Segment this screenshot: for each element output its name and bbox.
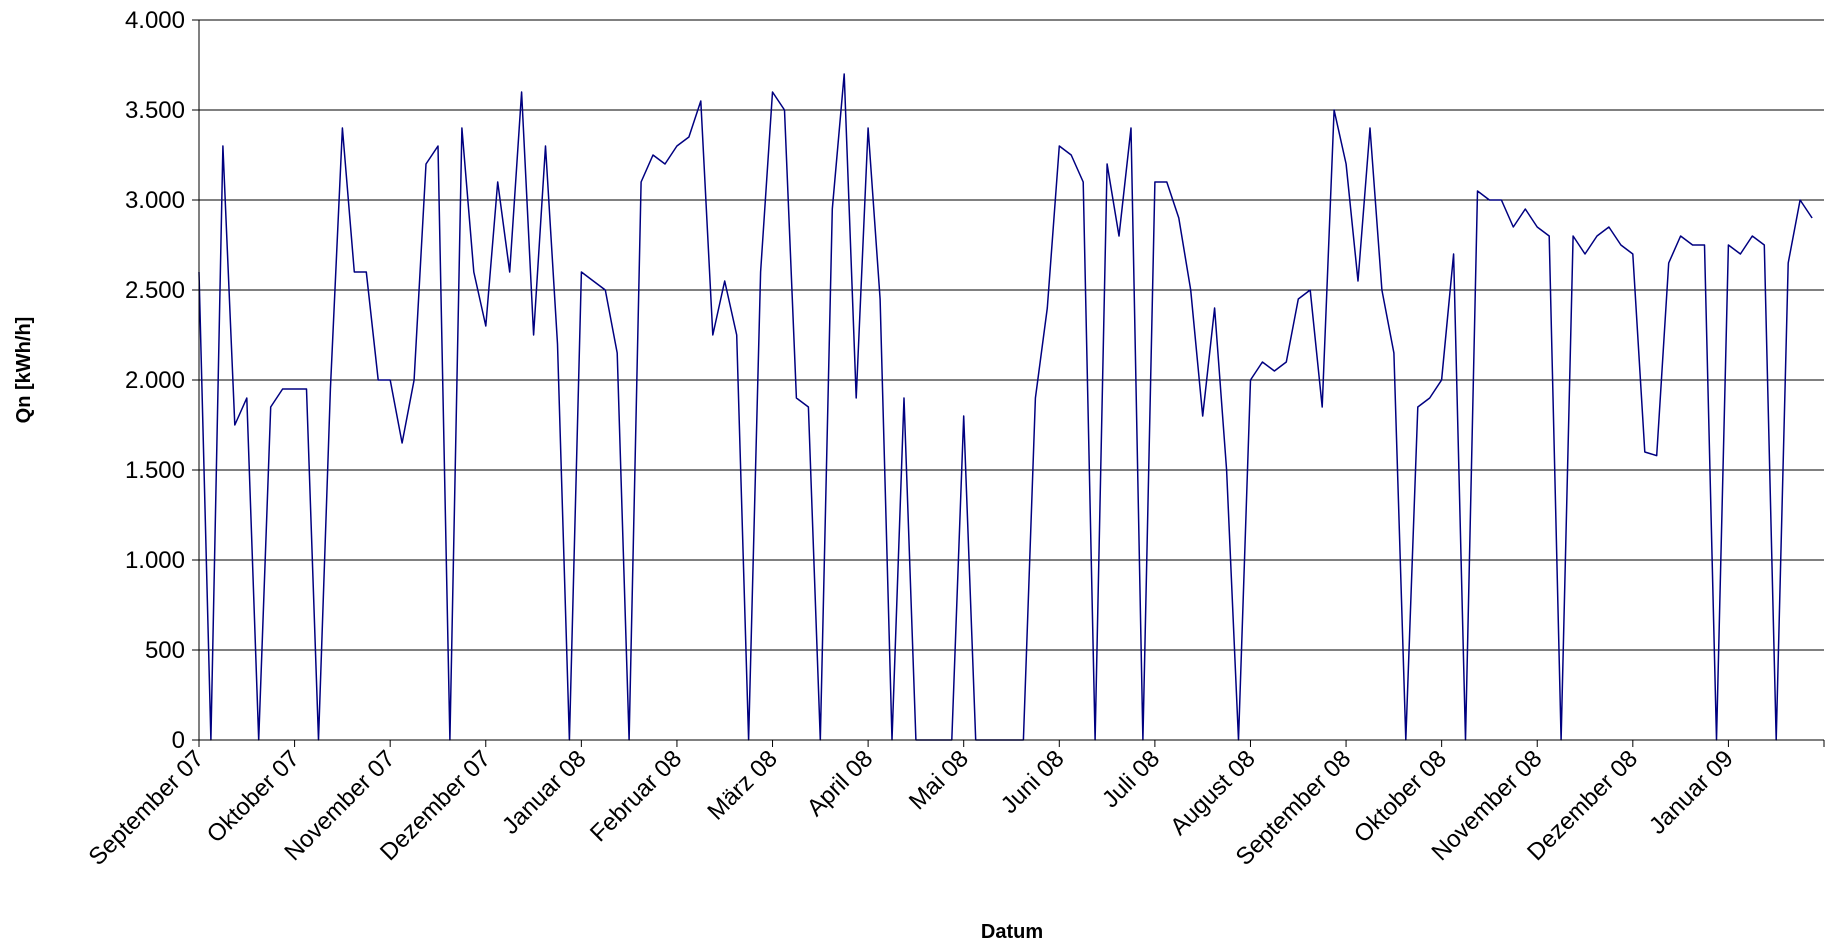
- x-tick-label: Januar 08: [497, 745, 592, 840]
- y-tick-label: 1.000: [125, 547, 185, 574]
- y-tick-label: 3.000: [125, 187, 185, 214]
- y-tick-label: 500: [145, 637, 185, 664]
- x-axis-title: Datum: [981, 921, 1043, 943]
- y-tick-label: 1.500: [125, 457, 185, 484]
- x-tick-label: April 08: [802, 745, 879, 822]
- y-tick-label: 0: [172, 727, 185, 754]
- x-tick-label: Juli 08: [1097, 745, 1165, 813]
- x-tick-label: Oktober 08: [1349, 745, 1452, 848]
- x-tick-label: März 08: [702, 745, 782, 825]
- y-axis-title: Qn [kWh/h]: [13, 317, 35, 424]
- x-tick-label: Mai 08: [904, 745, 974, 815]
- x-tick-label: Juni 08: [996, 745, 1070, 819]
- x-tick-label: Oktober 07: [202, 745, 305, 848]
- y-tick-label: 3.500: [125, 97, 185, 124]
- x-tick-label: Januar 09: [1644, 745, 1739, 840]
- y-tick-label: 2.000: [125, 367, 185, 394]
- x-tick-label: August 08: [1165, 745, 1261, 841]
- x-tick-label: September 07: [84, 745, 210, 871]
- x-tick-label: Februar 08: [585, 745, 687, 847]
- y-tick-label: 4.000: [125, 7, 185, 34]
- y-tick-label: 2.500: [125, 277, 185, 304]
- data-line: [198, 73, 1813, 741]
